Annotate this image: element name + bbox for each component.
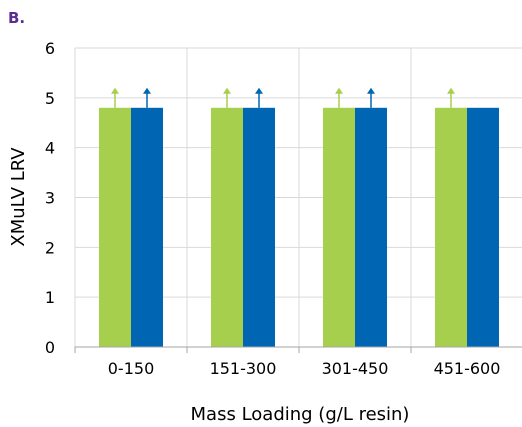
y-tick-label: 2 bbox=[45, 238, 55, 257]
y-tick-label: 5 bbox=[45, 89, 55, 108]
lower-bound-arrows bbox=[111, 87, 455, 108]
arrow-head-icon bbox=[335, 87, 343, 94]
arrow-head-icon bbox=[111, 87, 119, 94]
bar-series1-301-450 bbox=[323, 107, 355, 347]
arrow-head-icon bbox=[143, 87, 151, 94]
bar-series2-0-150 bbox=[131, 107, 163, 347]
y-axis-title: XMuLV LRV bbox=[8, 147, 29, 247]
arrow-head-icon bbox=[223, 87, 231, 94]
x-tick-label: 0-150 bbox=[108, 359, 155, 378]
y-tick-label: 4 bbox=[45, 139, 55, 158]
y-tick-label: 1 bbox=[45, 288, 55, 307]
x-tick-label: 451-600 bbox=[434, 359, 501, 378]
x-tick-labels: 0-150 151-300 301-450 451-600 bbox=[108, 359, 501, 378]
bar-series2-301-450 bbox=[355, 107, 387, 347]
arrow-head-icon bbox=[255, 87, 263, 94]
y-tick-labels: 0 1 2 3 4 5 6 bbox=[45, 39, 55, 357]
panel-label: B. bbox=[8, 9, 25, 27]
y-tick-label: 3 bbox=[45, 189, 55, 208]
bar-series1-0-150 bbox=[99, 107, 131, 347]
x-axis-title: Mass Loading (g/L resin) bbox=[191, 404, 410, 425]
bar-series2-451-600 bbox=[467, 107, 499, 347]
bar-series2-151-300 bbox=[243, 107, 275, 347]
bars bbox=[99, 107, 499, 347]
arrow-head-icon bbox=[447, 87, 455, 94]
y-tick-label: 0 bbox=[45, 338, 55, 357]
x-tick-label: 151-300 bbox=[210, 359, 277, 378]
bar-series1-451-600 bbox=[435, 107, 467, 347]
y-tick-label: 6 bbox=[45, 39, 55, 58]
x-tick-label: 301-450 bbox=[322, 359, 389, 378]
arrow-head-icon bbox=[367, 87, 375, 94]
axes bbox=[74, 346, 522, 353]
bar-series1-151-300 bbox=[211, 107, 243, 347]
